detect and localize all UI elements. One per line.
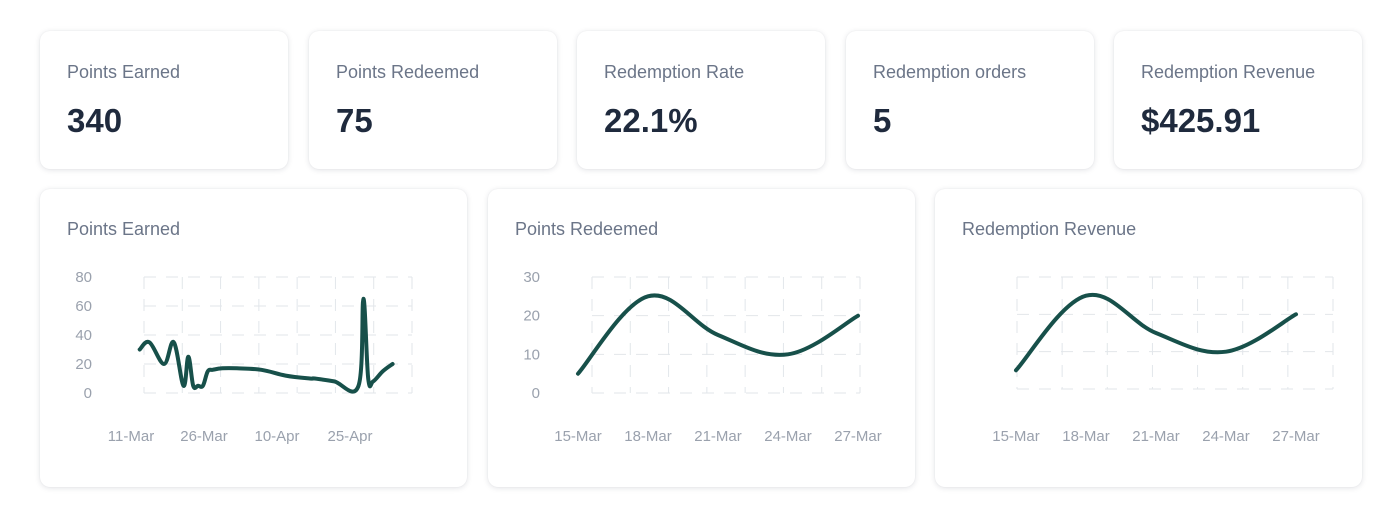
y-tick-label: 30 bbox=[523, 269, 540, 286]
x-tick-label: 10-Apr bbox=[254, 428, 299, 445]
x-tick-label: 21-Mar bbox=[694, 428, 742, 445]
y-tick-label: 10 bbox=[523, 346, 540, 363]
stat-card-points-earned: Points Earned 340 bbox=[40, 31, 288, 169]
y-tick-label: 80 bbox=[75, 269, 92, 286]
chart-grid bbox=[1016, 276, 1334, 390]
chart-title: Redemption Revenue bbox=[962, 219, 1137, 239]
chart-card-redemption-revenue: Redemption Revenue 15-Mar 18-Mar 21-Mar 24-… bbox=[935, 189, 1362, 487]
stat-card-redemption-rate: Redemption Rate 22.1% bbox=[577, 31, 825, 169]
stat-card-redemption-revenue: Redemption Revenue $425.91 bbox=[1114, 31, 1362, 169]
x-tick-label: 18-Mar bbox=[1062, 428, 1110, 445]
points-earned-chart: 0 20 40 60 80 11-Mar 26-Mar 10-Apr 25-Apr bbox=[75, 269, 413, 445]
y-tick-label: 20 bbox=[523, 308, 540, 325]
series-line bbox=[576, 293, 860, 376]
stat-label: Redemption orders bbox=[873, 62, 1027, 82]
series-line bbox=[1014, 292, 1298, 373]
stat-label: Points Redeemed bbox=[336, 62, 480, 82]
x-tick-label: 21-Mar bbox=[1132, 428, 1180, 445]
stat-value: 5 bbox=[873, 102, 892, 139]
chart-card-points-redeemed: Points Redeemed 0 10 20 30 15-Mar 18-Mar 21-Ma… bbox=[488, 189, 915, 487]
x-tick-label: 26-Mar bbox=[180, 428, 228, 445]
y-tick-label: 40 bbox=[75, 327, 92, 344]
stat-label: Redemption Rate bbox=[604, 62, 745, 82]
points-redeemed-chart: 0 10 20 30 15-Mar 18-Mar 21-Mar 24-Mar 27-Mar bbox=[523, 269, 882, 445]
chart-grid bbox=[591, 276, 861, 394]
stat-label: Redemption Revenue bbox=[1141, 62, 1316, 82]
x-tick-label: 27-Mar bbox=[1272, 428, 1320, 445]
stat-value: 340 bbox=[67, 102, 123, 139]
x-tick-label: 24-Mar bbox=[764, 428, 812, 445]
stat-card-redemption-orders: Redemption orders 5 bbox=[846, 31, 1094, 169]
y-tick-label: 20 bbox=[75, 356, 92, 373]
y-tick-label: 0 bbox=[532, 385, 540, 402]
x-tick-label: 18-Mar bbox=[624, 428, 672, 445]
series-line bbox=[137, 296, 395, 394]
chart-card-points-earned: Points Earned 0 20 40 60 80 11-Mar 26-Mar 10-Ap… bbox=[40, 189, 467, 487]
stat-value: 75 bbox=[336, 102, 373, 139]
chart-title: Points Redeemed bbox=[515, 219, 659, 239]
x-tick-label: 15-Mar bbox=[554, 428, 602, 445]
stat-label: Points Earned bbox=[67, 62, 181, 82]
x-tick-label: 15-Mar bbox=[992, 428, 1040, 445]
redemption-revenue-chart: 15-Mar 18-Mar 21-Mar 24-Mar 27-Mar bbox=[992, 276, 1334, 445]
x-tick-label: 24-Mar bbox=[1202, 428, 1250, 445]
stat-value: 22.1% bbox=[604, 102, 698, 139]
y-tick-label: 0 bbox=[84, 385, 92, 402]
x-tick-label: 27-Mar bbox=[834, 428, 882, 445]
y-tick-label: 60 bbox=[75, 298, 92, 315]
x-tick-label: 25-Apr bbox=[327, 428, 372, 445]
stat-value: $425.91 bbox=[1141, 102, 1261, 139]
stat-card-points-redeemed: Points Redeemed 75 bbox=[309, 31, 557, 169]
chart-title: Points Earned bbox=[67, 219, 181, 239]
x-tick-label: 11-Mar bbox=[108, 428, 154, 445]
